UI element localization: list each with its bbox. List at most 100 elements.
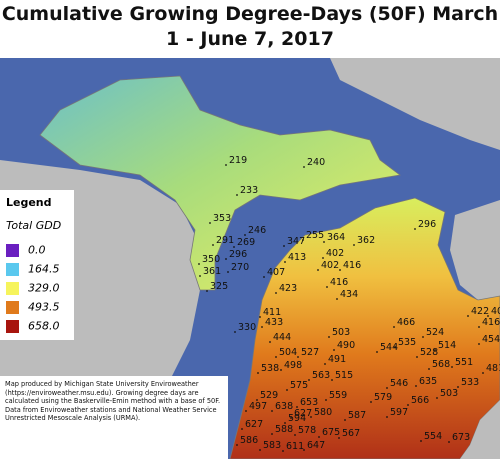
- station-dot: [386, 416, 388, 418]
- legend-item: 329.0: [6, 281, 76, 295]
- station-label: 330: [238, 322, 256, 333]
- legend-swatch: [6, 300, 19, 314]
- legend-label: 329.0: [28, 281, 60, 295]
- title: Cumulative Growing Degree-Days (50F) Mar…: [1, 3, 499, 50]
- legend-label: 0.0: [28, 243, 46, 257]
- station-dot: [212, 244, 214, 246]
- station-dot: [338, 437, 340, 439]
- station-label: 325: [210, 281, 228, 292]
- station-label: 528: [420, 347, 438, 358]
- station-label: 411: [263, 307, 281, 318]
- station-dot: [451, 366, 453, 368]
- legend-item: 164.5: [6, 262, 76, 276]
- station-label: 416: [330, 277, 348, 288]
- station-dot: [209, 222, 211, 224]
- station-label: 409: [491, 306, 500, 317]
- station-dot: [376, 351, 378, 353]
- station-dot: [302, 239, 304, 241]
- legend-item: 0.0: [6, 243, 76, 257]
- station-label: 347: [287, 236, 305, 247]
- station-label: 566: [411, 395, 429, 406]
- station-label: 296: [418, 219, 436, 230]
- station-label: 524: [426, 327, 444, 338]
- station-label: 491: [328, 354, 346, 365]
- station-label: 423: [279, 283, 297, 294]
- station-dot: [236, 194, 238, 196]
- station-label: 407: [267, 267, 285, 278]
- station-dot: [303, 166, 305, 168]
- station-label: 291: [216, 235, 234, 246]
- station-dot: [420, 440, 422, 442]
- station-label: 444: [273, 332, 291, 343]
- station-label: 255: [306, 230, 324, 241]
- station-dot: [331, 379, 333, 381]
- station-dot: [271, 433, 273, 435]
- station-label: 527: [301, 347, 319, 358]
- station-dot: [269, 341, 271, 343]
- station-dot: [336, 298, 338, 300]
- station-label: 583: [263, 440, 281, 451]
- station-dot: [284, 261, 286, 263]
- station-label: 362: [357, 235, 375, 246]
- legend-item: 658.0: [6, 319, 76, 333]
- station-label: 353: [213, 213, 231, 224]
- station-label: 490: [337, 340, 355, 351]
- station-dot: [325, 399, 327, 401]
- station-dot: [428, 368, 430, 370]
- legend-swatch: [6, 243, 19, 257]
- station-label: 597: [390, 407, 408, 418]
- station-dot: [394, 346, 396, 348]
- station-label: 416: [343, 260, 361, 271]
- station-label: 567: [342, 428, 360, 439]
- station-dot: [386, 387, 388, 389]
- station-label: 575: [290, 380, 308, 391]
- station-dot: [370, 401, 372, 403]
- station-dot: [324, 363, 326, 365]
- station-dot: [261, 326, 263, 328]
- station-dot: [245, 410, 247, 412]
- station-dot: [353, 244, 355, 246]
- station-label: 498: [284, 360, 302, 371]
- station-label: 422: [471, 306, 489, 317]
- station-label: 588: [275, 424, 293, 435]
- legend-swatch: [6, 262, 19, 276]
- station-dot: [227, 271, 229, 273]
- station-label: 481: [486, 363, 500, 374]
- station-label: 627: [245, 419, 263, 430]
- station-dot: [296, 406, 298, 408]
- station-dot: [303, 449, 305, 451]
- canada: [330, 58, 500, 150]
- station-label: 270: [231, 262, 249, 273]
- station-label: 361: [203, 266, 221, 277]
- station-label: 638: [275, 401, 293, 412]
- station-dot: [284, 422, 286, 424]
- station-dot: [259, 449, 261, 451]
- station-dot: [407, 404, 409, 406]
- station-dot: [487, 315, 489, 317]
- station-dot: [436, 397, 438, 399]
- legend-label: 164.5: [28, 262, 60, 276]
- station-label: 594: [288, 413, 306, 424]
- station-label: 554: [424, 431, 442, 442]
- station-dot: [344, 419, 346, 421]
- station-dot: [333, 349, 335, 351]
- station-label: 515: [335, 370, 353, 381]
- legend-item: 493.5: [6, 300, 76, 314]
- station-dot: [326, 286, 328, 288]
- station-dot: [256, 399, 258, 401]
- station-dot: [448, 441, 450, 443]
- legend-title: Legend: [6, 196, 52, 209]
- station-label: 673: [452, 432, 470, 443]
- station-label: 466: [397, 317, 415, 328]
- station-dot: [198, 263, 200, 265]
- station-label: 514: [438, 340, 456, 351]
- station-label: 364: [327, 232, 345, 243]
- station-label: 579: [374, 392, 392, 403]
- station-dot: [257, 372, 259, 374]
- station-label: 544: [380, 342, 398, 353]
- station-dot: [297, 356, 299, 358]
- station-dot: [322, 257, 324, 259]
- station-label: 434: [340, 289, 358, 300]
- station-dot: [259, 316, 261, 318]
